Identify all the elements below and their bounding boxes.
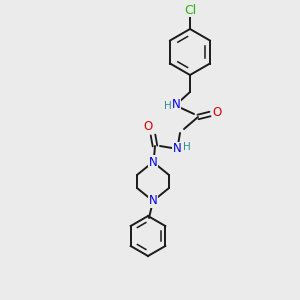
Text: Cl: Cl bbox=[184, 4, 196, 16]
Text: N: N bbox=[172, 98, 180, 112]
Text: O: O bbox=[212, 106, 222, 118]
Text: O: O bbox=[143, 121, 153, 134]
Text: N: N bbox=[148, 155, 158, 169]
Text: N: N bbox=[172, 142, 182, 155]
Text: N: N bbox=[148, 194, 158, 208]
Text: H: H bbox=[164, 101, 172, 111]
Text: H: H bbox=[183, 142, 191, 152]
